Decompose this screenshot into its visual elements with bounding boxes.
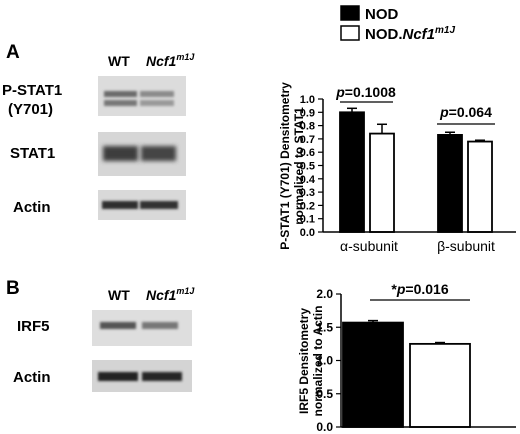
blot-row-label-pstat1-l2: (Y701) (8, 101, 53, 118)
blot-row-label-pstat1-l1: P-STAT1 (2, 82, 62, 99)
chart-stat1-pvalue-beta-p: p (439, 104, 449, 120)
panel-a-lane-mut-italic: Ncf1 (146, 53, 177, 69)
legend-swatch-mut (340, 25, 360, 41)
panel-a-lane-mut-sup: m1J (176, 52, 195, 62)
chart-stat1-ytick-label: 1.0 (300, 94, 315, 106)
chart-stat1-pvalue-alpha: p=0.1008 (335, 84, 396, 100)
panel-b-lane-mut-sup: m1J (176, 286, 195, 296)
chart-irf5-ytick-label: 0.0 (316, 420, 333, 434)
panel-b-blot: B WT Ncf1m1J IRF5 Actin (6, 278, 195, 392)
chart-irf5-pvalue-text: =0.016 (405, 281, 448, 297)
chart-irf5-pvalue-star: * (391, 281, 397, 297)
chart-stat1-category-beta: β-subunit (437, 238, 495, 254)
panel-a-letter: A (6, 42, 20, 63)
chart-stat1-yticks: 0.00.1 0.20.30.40.5 0.60.70.8 0.91.0 (300, 94, 323, 239)
chart-stat1-pvalue-beta-text: =0.064 (449, 104, 492, 120)
chart-stat1-bar-nod-0 (339, 111, 365, 233)
legend-label-mut: NOD.Ncf1m1J (365, 25, 455, 43)
chart-stat1-ytick-label: 0.9 (300, 107, 315, 119)
legend-label-nod: NOD (365, 6, 399, 23)
chart-irf5-pvalue: *p=0.016 (391, 281, 448, 297)
panel-b-lane-mut-italic: Ncf1 (146, 287, 177, 303)
legend: NOD NOD.Ncf1m1J (340, 5, 455, 43)
chart-stat1-ytick-label: 0.7 (300, 134, 315, 146)
blot-image-pstat1 (98, 76, 186, 116)
panel-a-lane-mut: Ncf1m1J (146, 52, 195, 69)
chart-stat1-ytick-label: 0.4 (300, 174, 316, 186)
blot-row-label-actin-b: Actin (13, 369, 51, 386)
chart-irf5-ytick-label: 2.0 (316, 287, 333, 301)
chart-stat1-ytick-label: 0.5 (300, 161, 315, 173)
panel-b-letter: B (6, 278, 20, 299)
panel-b-lane-wt: WT (108, 287, 130, 303)
chart-stat1-pvalue-alpha-text: =0.1008 (345, 84, 396, 100)
chart-stat1-pvalue-alpha-p: p (335, 84, 345, 100)
chart-stat1-ytick-label: 0.2 (300, 200, 315, 212)
chart-stat1: P-STAT1 (Y701) Densitometry normalized t… (278, 82, 516, 254)
blot-image-stat1 (98, 132, 186, 176)
chart-stat1-ytick-label: 0.1 (300, 214, 315, 226)
blot-row-label-irf5: IRF5 (17, 318, 50, 335)
legend-label-mut-sup: m1J (435, 25, 455, 36)
chart-stat1-ylabel: P-STAT1 (Y701) Densitometry normalized t… (278, 82, 306, 250)
chart-irf5: IRF5 Densitometry normalized to Actin 0.… (297, 281, 516, 434)
chart-irf5-ytick-label: 1.5 (316, 320, 333, 334)
chart-stat1-ytick-label: 0.6 (300, 147, 315, 159)
chart-irf5-ytick-label: 0.5 (316, 387, 333, 401)
panel-b-lane-mut: Ncf1m1J (146, 286, 195, 303)
chart-irf5-bar-mut (409, 342, 471, 428)
chart-irf5-ylabel-line2: normalized to Actin (311, 306, 325, 417)
blot-row-label-stat1: STAT1 (10, 145, 55, 162)
chart-irf5-bars (342, 319, 471, 428)
blot-image-actin-a (98, 190, 186, 220)
chart-stat1-ytick-label: 0.3 (300, 187, 315, 199)
chart-stat1-ytick-label: 0.0 (300, 227, 315, 239)
chart-stat1-bar-mut-1 (467, 140, 493, 233)
chart-irf5-ylabel: IRF5 Densitometry normalized to Actin (297, 306, 325, 417)
blot-image-irf5 (92, 310, 192, 346)
panel-a-blot: A WT Ncf1m1J P-STAT1 (Y701) STAT1 Actin (2, 42, 195, 220)
legend-label-mut-italic: Ncf1 (403, 26, 436, 43)
chart-stat1-bar-mut-0 (369, 132, 395, 233)
chart-irf5-ylabel-line1: IRF5 Densitometry (297, 308, 311, 414)
chart-irf5-ytick-label: 1.0 (316, 354, 333, 368)
panel-a-lane-wt: WT (108, 53, 130, 69)
chart-stat1-bar-nod-1 (437, 134, 463, 233)
chart-stat1-category-alpha: α-subunit (340, 238, 398, 254)
chart-irf5-yticks: 0.0 0.5 1.0 1.5 2.0 (316, 287, 341, 434)
legend-label-mut-main: NOD. (365, 26, 403, 43)
chart-irf5-bar-nod (342, 321, 404, 428)
blot-row-label-actin-a: Actin (13, 199, 51, 216)
legend-swatch-nod (340, 5, 360, 21)
chart-irf5-pvalue-p: p (396, 281, 406, 297)
chart-stat1-bars (339, 107, 493, 233)
chart-stat1-ylabel-line2: normalized to STAT1 (292, 107, 306, 225)
chart-stat1-pvalue-beta: p=0.064 (439, 104, 492, 120)
blot-image-actin-b (92, 360, 192, 392)
chart-stat1-ytick-label: 0.8 (300, 121, 315, 133)
chart-stat1-ylabel-line1: P-STAT1 (Y701) Densitometry (278, 82, 292, 250)
blot-row-label-pstat1: P-STAT1 (Y701) (2, 82, 62, 118)
